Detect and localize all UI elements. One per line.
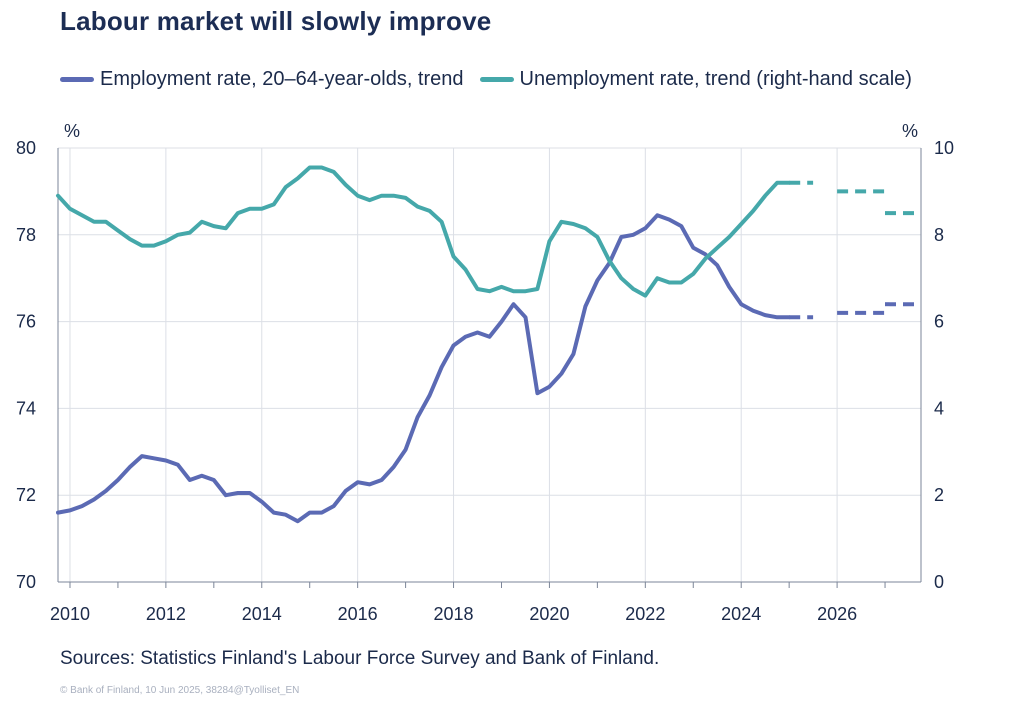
legend-swatch-unemployment	[479, 76, 514, 82]
y-left-unit-label: %	[64, 121, 80, 141]
x-tick-label-2024: 2024	[721, 604, 761, 624]
y-right-tick-label-8: 8	[934, 225, 944, 245]
x-tick-label-2016: 2016	[338, 604, 378, 624]
x-tick-label-2014: 2014	[242, 604, 282, 624]
chart-credit: © Bank of Finland, 10 Jun 2025, 38284@Ty…	[60, 685, 300, 696]
x-tick-label-2020: 2020	[529, 604, 569, 624]
series-line-employment	[56, 213, 792, 524]
y-right-tick-label-4: 4	[934, 398, 944, 418]
y-left-tick-label-72: 72	[16, 485, 36, 505]
y-left-tick-label-80: 80	[16, 138, 36, 158]
y-right-unit-label: %	[902, 121, 918, 141]
y-left-tick-label-78: 78	[16, 225, 36, 245]
legend-label-employment: Employment rate, 20–64-year-olds, trend	[100, 67, 464, 90]
chart-source: Sources: Statistics Finland's Labour For…	[60, 648, 660, 669]
y-left-tick-label-74: 74	[16, 398, 36, 418]
series-line-unemployment	[56, 165, 792, 298]
chart-legend: Employment rate, 20–64-year-olds, trend …	[60, 64, 928, 94]
x-tick-label-2012: 2012	[146, 604, 186, 624]
line-chart: 2010 2012 2014 2016 2018 2020 2022 2024 20267072…	[16, 121, 954, 624]
x-tick-label-2018: 2018	[434, 604, 474, 624]
y-left-tick-label-76: 76	[16, 312, 36, 332]
legend-item-unemployment: Unemployment rate, trend (right-hand sca…	[479, 67, 912, 91]
y-right-tick-label-6: 6	[934, 312, 944, 332]
legend-label-unemployment: Unemployment rate, trend (right-hand sca…	[519, 67, 912, 90]
legend-swatch-employment	[60, 76, 94, 82]
x-tick-label-2010: 2010	[50, 604, 90, 624]
y-right-tick-label-2: 2	[934, 485, 944, 505]
x-tick-label-2026: 2026	[817, 604, 857, 624]
y-right-tick-label-10: 10	[934, 138, 954, 158]
y-right-tick-label-0: 0	[934, 572, 944, 592]
y-left-tick-label-70: 70	[16, 572, 36, 592]
chart-title: Labour market will slowly improve	[60, 6, 492, 36]
legend-item-employment: Employment rate, 20–64-year-olds, trend	[60, 68, 464, 91]
x-tick-label-2022: 2022	[625, 604, 665, 624]
